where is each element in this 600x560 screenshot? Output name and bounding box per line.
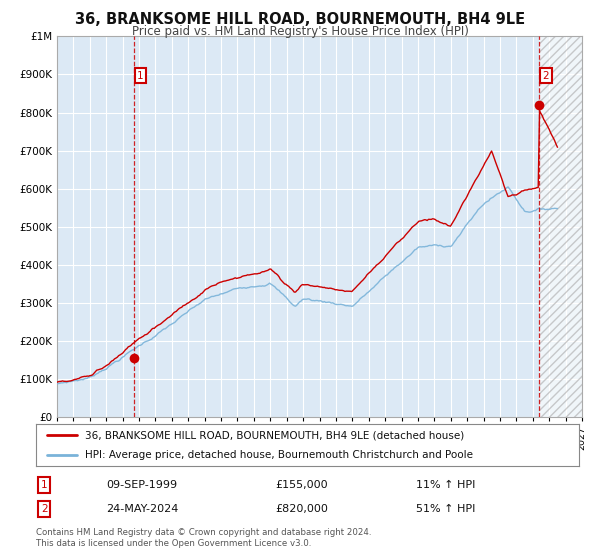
Text: 1: 1: [137, 71, 144, 81]
Text: 11% ↑ HPI: 11% ↑ HPI: [416, 480, 475, 490]
Text: Price paid vs. HM Land Registry's House Price Index (HPI): Price paid vs. HM Land Registry's House …: [131, 25, 469, 38]
Text: 09-SEP-1999: 09-SEP-1999: [107, 480, 178, 490]
Text: 2: 2: [542, 71, 549, 81]
Text: 36, BRANKSOME HILL ROAD, BOURNEMOUTH, BH4 9LE: 36, BRANKSOME HILL ROAD, BOURNEMOUTH, BH…: [75, 12, 525, 27]
Text: 24-MAY-2024: 24-MAY-2024: [107, 504, 179, 514]
Text: HPI: Average price, detached house, Bournemouth Christchurch and Poole: HPI: Average price, detached house, Bour…: [85, 450, 473, 460]
Text: 36, BRANKSOME HILL ROAD, BOURNEMOUTH, BH4 9LE (detached house): 36, BRANKSOME HILL ROAD, BOURNEMOUTH, BH…: [85, 430, 464, 440]
Text: £155,000: £155,000: [275, 480, 328, 490]
Text: 2: 2: [41, 504, 47, 514]
Text: £820,000: £820,000: [275, 504, 328, 514]
Text: 1: 1: [41, 480, 47, 490]
Text: 51% ↑ HPI: 51% ↑ HPI: [416, 504, 475, 514]
Text: Contains HM Land Registry data © Crown copyright and database right 2024.
This d: Contains HM Land Registry data © Crown c…: [36, 528, 371, 548]
